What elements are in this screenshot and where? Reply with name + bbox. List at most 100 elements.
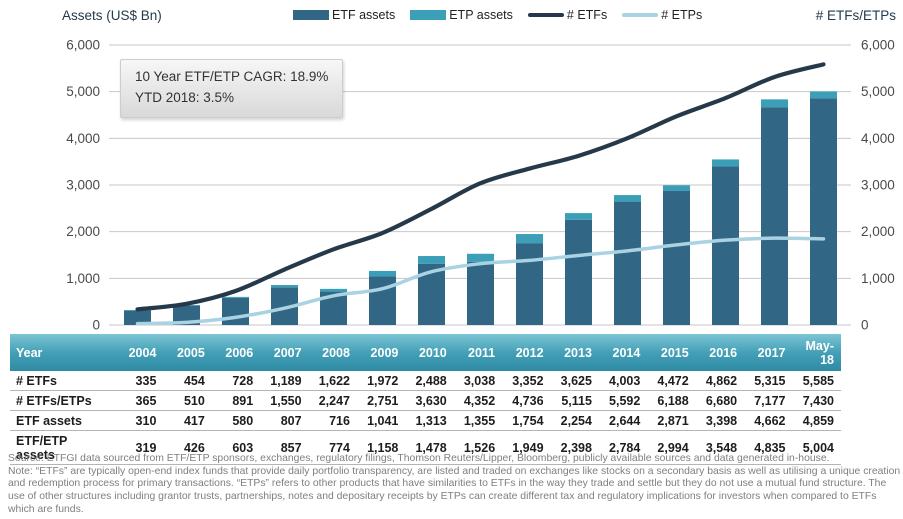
trend-line-etps bbox=[135, 236, 826, 326]
bar-segment-etp-assets-2011 bbox=[467, 253, 494, 262]
table-cell: 3,548 bbox=[695, 430, 745, 465]
table-cell: 891 bbox=[211, 390, 261, 411]
bar-segment-etp-assets-2010 bbox=[418, 256, 445, 264]
table-cell: 857 bbox=[260, 430, 309, 465]
bar-segment-etf-assets-2011 bbox=[467, 261, 494, 325]
bar-segment-etp-assets-2006 bbox=[222, 296, 249, 298]
line-swatch-icon bbox=[527, 13, 564, 17]
bar-segment-etp-assets-2007 bbox=[271, 285, 298, 288]
table-cell: 2,398 bbox=[550, 430, 599, 465]
table-header-cell: 2009 bbox=[356, 334, 406, 371]
table-cell: 4,003 bbox=[598, 371, 648, 391]
legend-item-etf-assets: ETF assets bbox=[293, 8, 395, 22]
table-cell: 310 bbox=[115, 410, 164, 431]
table-row-label: ETF assets bbox=[10, 410, 116, 431]
table-cell: 2,784 bbox=[598, 430, 648, 465]
table-cell: 4,472 bbox=[647, 371, 696, 391]
trend-line-etfs bbox=[135, 62, 826, 312]
y-axis-right-tick-label: 4,000 bbox=[861, 131, 895, 146]
right-axis-title: # ETFs/ETPs bbox=[815, 8, 896, 23]
table-cell: 335 bbox=[115, 371, 164, 391]
table-row-etf-assets: ETF assets 310 417 580 807 716 1,041 1,313 1,355… bbox=[10, 410, 841, 431]
bar-segment-etf-assets-2005 bbox=[173, 305, 200, 325]
source-text: Source: ETFGI data sourced from ETF/ETP … bbox=[8, 453, 830, 464]
table-cell: 3,398 bbox=[695, 410, 745, 431]
table-cell: 2,488 bbox=[405, 371, 454, 391]
bar-segment-etf-assets-2004 bbox=[124, 310, 151, 325]
table-cell: 4,736 bbox=[502, 390, 551, 411]
table-cell: 365 bbox=[115, 390, 164, 411]
table-header-cell: 2008 bbox=[308, 334, 357, 371]
y-axis-left-tick-label: 5,000 bbox=[66, 84, 100, 99]
table-cell: 1,158 bbox=[356, 430, 406, 465]
bar-segment-etp-assets-2017 bbox=[761, 99, 788, 108]
chart-legend: ETF assets ETP assets # ETFs # ETPs bbox=[293, 8, 702, 22]
table-header-cell: 2011 bbox=[453, 334, 503, 371]
bar-segment-etf-assets-2015 bbox=[663, 191, 690, 325]
bar-segment-etf-assets-2017 bbox=[761, 107, 788, 325]
table-cell: 6,188 bbox=[647, 390, 696, 411]
table-cell: 1,949 bbox=[502, 430, 551, 465]
note-text: Note: “ETFs” are typically open-end inde… bbox=[8, 465, 901, 515]
table-cell: 580 bbox=[211, 410, 261, 431]
table-cell: 4,662 bbox=[744, 410, 793, 431]
table-row-etf-etp-assets: ETF/ETP assets 319 426 603 857 774 1,158 1,478 1… bbox=[10, 430, 841, 465]
table-header-cell: 2010 bbox=[405, 334, 454, 371]
table-header-cell: 2007 bbox=[260, 334, 309, 371]
table-cell: 2,751 bbox=[356, 390, 406, 411]
data-table: Year 2004 2005 2006 2007 2008 2009 2010 2011 2012… bbox=[10, 334, 841, 465]
table-cell: 7,177 bbox=[744, 390, 793, 411]
bar-swatch-icon bbox=[410, 10, 447, 20]
bar-segment-etf-assets-2009 bbox=[369, 276, 396, 325]
table-header-cell: 2017 bbox=[744, 334, 793, 371]
legend-item-etps: # ETPs bbox=[622, 8, 702, 22]
table-cell: 1,313 bbox=[405, 410, 454, 431]
left-axis-title: Assets (US$ Bn) bbox=[62, 8, 162, 23]
y-axis-right-tick-label: 2,000 bbox=[861, 224, 895, 239]
table-header-cell: 2004 bbox=[115, 334, 164, 371]
bar-segment-etp-assets-2015 bbox=[663, 185, 690, 192]
table-row-label: # ETFs bbox=[10, 371, 116, 391]
table-cell: 4,835 bbox=[744, 430, 793, 465]
table-cell: 2,247 bbox=[308, 390, 357, 411]
table-cell: 1,355 bbox=[453, 410, 503, 431]
y-axis-right-tick-label: 5,000 bbox=[861, 84, 895, 99]
legend-label: ETF assets bbox=[332, 8, 396, 22]
y-axis-right-tick-label: 3,000 bbox=[861, 178, 895, 193]
table-cell: 774 bbox=[308, 430, 357, 465]
cagr-annotation: 10 Year ETF/ETP CAGR: 18.9% YTD 2018: 3.… bbox=[120, 59, 344, 118]
table-header-cell: 2005 bbox=[163, 334, 212, 371]
table-cell: 807 bbox=[260, 410, 309, 431]
table-cell: 3,630 bbox=[405, 390, 454, 411]
legend-label: # ETFs bbox=[566, 8, 608, 22]
table-header-year: Year bbox=[10, 334, 116, 371]
table-cell: 1,041 bbox=[356, 410, 406, 431]
table-header-row: Year 2004 2005 2006 2007 2008 2009 2010 2011 2012… bbox=[10, 334, 841, 371]
bar-segment-etf-assets-2013 bbox=[565, 219, 592, 325]
table-row-label: ETF/ETP assets bbox=[10, 430, 116, 465]
y-axis-left-tick-label: 6,000 bbox=[66, 38, 100, 53]
table-header-cell: 2015 bbox=[647, 334, 696, 371]
table-header-cell: 2012 bbox=[502, 334, 551, 371]
bar-segment-etp-assets-2012 bbox=[516, 234, 543, 244]
y-axis-left-tick-label: 2,000 bbox=[66, 224, 100, 239]
table-cell: 2,871 bbox=[647, 410, 696, 431]
table-cell: 2,994 bbox=[647, 430, 696, 465]
y-axis-right-tick-label: 1,000 bbox=[861, 271, 895, 286]
bar-segment-etf-assets-2014 bbox=[614, 201, 641, 325]
table-cell: 5,004 bbox=[792, 430, 841, 465]
table-cell: 603 bbox=[211, 430, 261, 465]
bar-segment-etp-assets-2009 bbox=[369, 270, 396, 277]
y-axis-right-tick-label: 0 bbox=[861, 318, 869, 333]
table-cell: 1,622 bbox=[308, 371, 357, 391]
table-header-cell: 2006 bbox=[211, 334, 261, 371]
ytd-line: YTD 2018: 3.5% bbox=[135, 89, 235, 105]
table-cell: 5,585 bbox=[792, 371, 841, 391]
y-axis-left-tick-label: 3,000 bbox=[66, 178, 100, 193]
legend-label: ETP assets bbox=[449, 8, 513, 22]
bar-segment-etf-assets-2006 bbox=[222, 297, 249, 325]
y-axis-left-tick-label: 0 bbox=[92, 318, 100, 333]
table-cell: 4,859 bbox=[792, 410, 841, 431]
table-cell: 1,550 bbox=[260, 390, 309, 411]
table-cell: 3,352 bbox=[502, 371, 551, 391]
